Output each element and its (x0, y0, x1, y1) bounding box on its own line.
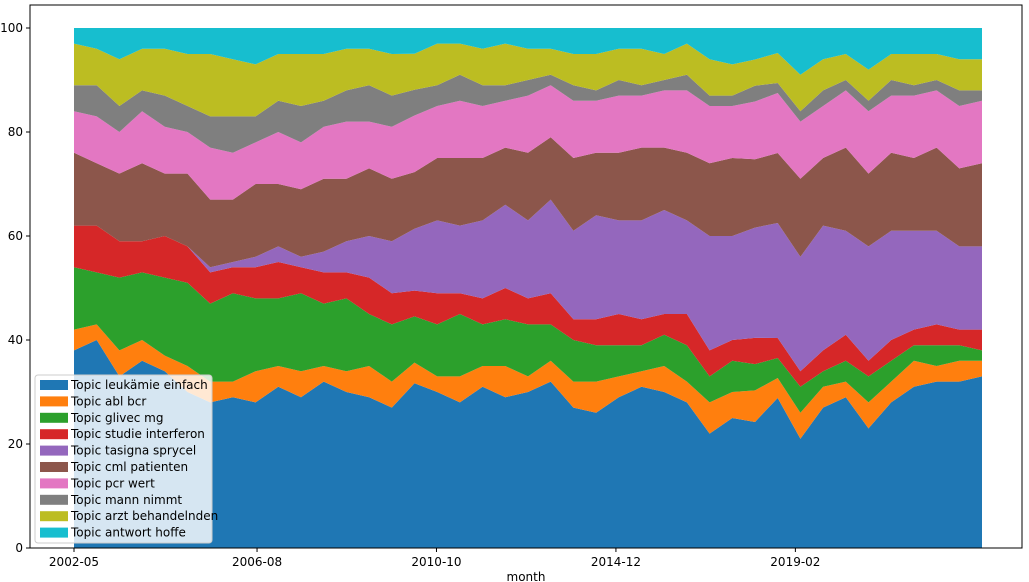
legend-swatch-8 (40, 511, 68, 522)
legend-label-8: Topic arzt behandelnden (70, 509, 218, 523)
legend-label-1: Topic abl bcr (70, 394, 146, 408)
legend-label-3: Topic studie interferon (70, 427, 205, 441)
area-series-2 (74, 267, 982, 413)
legend-swatch-6 (40, 478, 68, 489)
legend-swatch-5 (40, 462, 68, 472)
y-tick-label-3: 60 (8, 229, 23, 243)
legend-swatch-7 (40, 494, 68, 505)
area-layers (74, 28, 982, 548)
area-series-9 (74, 28, 982, 75)
y-axis: 0 20 40 60 80 100 (0, 21, 30, 555)
x-tick-label-2: 2010-10 (411, 555, 461, 569)
x-tick-label-4: 2019-02 (770, 555, 820, 569)
area-series-6 (74, 85, 982, 200)
x-axis: 2002-05 2006-08 2010-10 2014-12 2019-02 (49, 548, 820, 569)
legend-swatch-0 (40, 380, 68, 390)
legend-label-5: Topic cml patienten (70, 460, 188, 474)
legend-label-2: Topic glivec mg (70, 411, 163, 425)
area-series-5 (74, 137, 982, 268)
y-tick-label-1: 20 (8, 437, 23, 451)
legend-label-0: Topic leukämie einfach (70, 378, 208, 392)
area-series-8 (74, 43, 982, 117)
legend-label-4: Topic tasigna sprycel (70, 444, 196, 458)
area-series-1 (74, 324, 982, 439)
legend-swatch-9 (40, 527, 68, 538)
x-tick-label-3: 2014-12 (591, 555, 641, 569)
x-tick-label-1: 2006-08 (232, 555, 282, 569)
area-series-3 (74, 225, 982, 387)
x-tick-label-0: 2002-05 (49, 555, 99, 569)
legend-label-9: Topic antwort hoffe (70, 526, 186, 540)
area-series-4 (74, 199, 982, 372)
legend-swatch-2 (40, 412, 68, 423)
legend-swatch-1 (40, 396, 68, 407)
legend-label-7: Topic mann nimmt (70, 493, 182, 507)
legend-swatch-3 (40, 429, 68, 440)
y-tick-label-5: 100 (0, 21, 23, 35)
y-tick-label-0: 0 (15, 541, 23, 555)
legend-swatch-4 (40, 445, 68, 456)
x-axis-title: month (507, 570, 546, 582)
area-series-0 (74, 340, 982, 548)
legend-box (34, 374, 213, 544)
y-tick-label-2: 40 (8, 333, 23, 347)
legend-label-6: Topic pcr wert (70, 476, 155, 490)
area-series-7 (74, 74, 982, 153)
y-tick-label-4: 80 (8, 125, 23, 139)
legend: Topic leukämie einfach Topic abl bcr Topic… (34, 374, 218, 544)
plot-frame (29, 4, 1023, 549)
